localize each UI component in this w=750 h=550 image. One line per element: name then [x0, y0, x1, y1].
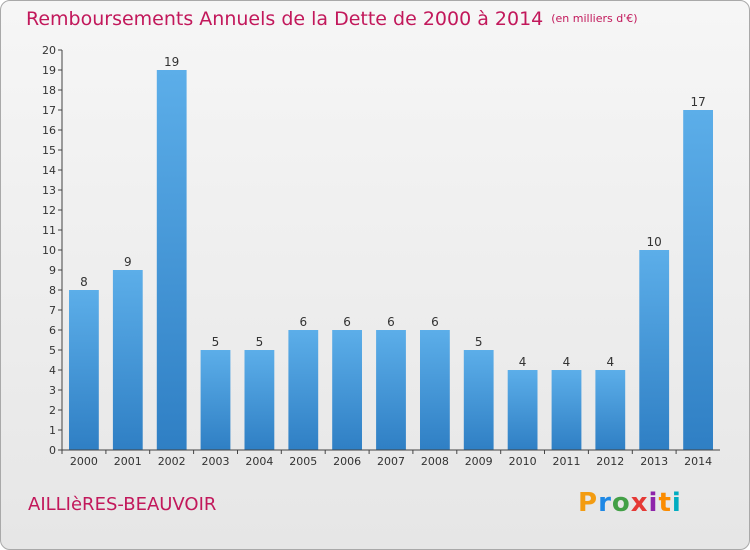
- logo-letter: P: [578, 488, 599, 518]
- x-axis: 2000 2001 2002 2003 2004 2005 2006 2007 2008 2009…: [61, 449, 720, 468]
- x-tick-label: 2013: [640, 455, 668, 468]
- y-tick-label: 20: [42, 44, 56, 57]
- x-tick-label: 2003: [202, 455, 230, 468]
- proxiti-logo: Proxiti: [578, 488, 682, 518]
- chart-unit: (en milliers d'€): [551, 12, 638, 25]
- bar-value-label: 4: [606, 355, 614, 369]
- y-tick-label: 13: [42, 184, 56, 197]
- bar: [69, 290, 99, 450]
- bar-value-label: 4: [563, 355, 571, 369]
- y-tick-label: 2: [49, 404, 56, 417]
- x-tick-label: 2009: [465, 455, 493, 468]
- y-tick-label: 8: [49, 284, 56, 297]
- logo-letter: x: [630, 488, 649, 518]
- x-tick-label: 2005: [289, 455, 317, 468]
- x-tick-label: 2014: [684, 455, 712, 468]
- bar-value-label: 9: [124, 255, 132, 269]
- y-tick-label: 1: [49, 424, 56, 437]
- x-tick-label: 2012: [596, 455, 624, 468]
- y-tick-label: 17: [42, 104, 56, 117]
- x-tick-label: 2011: [553, 455, 581, 468]
- y-tick-label: 19: [42, 64, 56, 77]
- bar-value-label: 5: [212, 335, 220, 349]
- y-tick-label: 10: [42, 244, 56, 257]
- y-tick-label: 6: [49, 324, 56, 337]
- bar-value-label: 6: [387, 315, 395, 329]
- bar: [244, 350, 275, 450]
- bar: [332, 330, 362, 450]
- bar: [288, 330, 319, 450]
- bars: 8 9 19 5 5 6 6 6 6 5 4 4 4 10 17: [69, 55, 713, 450]
- bar: [463, 350, 494, 450]
- bar: [595, 370, 626, 450]
- y-tick-label: 11: [42, 224, 56, 237]
- x-tick-label: 2010: [509, 455, 537, 468]
- x-tick-label: 2000: [70, 455, 98, 468]
- bar-value-label: 6: [343, 315, 351, 329]
- commune-name: AILLIèRES-BEAUVOIR: [28, 494, 217, 515]
- y-tick-label: 18: [42, 84, 56, 97]
- y-tick-label: 5: [49, 344, 56, 357]
- bar-value-label: 10: [647, 235, 662, 249]
- y-tick-label: 3: [49, 384, 56, 397]
- bar: [507, 370, 538, 450]
- y-tick-label: 0: [49, 444, 56, 457]
- bar: [200, 350, 231, 450]
- y-tick-label: 15: [42, 144, 56, 157]
- x-tick-label: 2008: [421, 455, 449, 468]
- y-tick-label: 14: [42, 164, 56, 177]
- bar: [156, 70, 187, 450]
- bar-value-label: 6: [431, 315, 439, 329]
- bar-value-label: 8: [80, 275, 88, 289]
- bar-value-label: 17: [690, 95, 705, 109]
- bar: [420, 330, 450, 450]
- x-tick-label: 2006: [333, 455, 361, 468]
- y-tick-label: 12: [42, 204, 56, 217]
- bar: [376, 330, 406, 450]
- bar-value-label: 5: [475, 335, 483, 349]
- y-tick-label: 7: [49, 304, 56, 317]
- bar: [683, 110, 713, 450]
- bar-value-label: 5: [256, 335, 264, 349]
- x-tick-label: 2002: [158, 455, 186, 468]
- y-tick-label: 9: [49, 264, 56, 277]
- bar: [639, 250, 670, 450]
- logo-letter: o: [611, 488, 631, 518]
- x-tick-label: 2001: [114, 455, 142, 468]
- logo-letter: t: [658, 488, 672, 518]
- bar-value-label: 6: [299, 315, 307, 329]
- bar-value-label: 19: [164, 55, 179, 69]
- y-tick-label: 4: [49, 364, 56, 377]
- x-tick-label: 2004: [245, 455, 273, 468]
- chart-title-text: Remboursements Annuels de la Dette de 20…: [26, 8, 544, 30]
- bar-value-label: 4: [519, 355, 527, 369]
- bar: [551, 370, 582, 450]
- chart-title: Remboursements Annuels de la Dette de 20…: [26, 8, 638, 30]
- bar: [112, 270, 143, 450]
- x-tick-label: 2007: [377, 455, 405, 468]
- y-tick-label: 16: [42, 124, 56, 137]
- logo-letter: r: [598, 488, 612, 518]
- logo-letter: i: [648, 488, 659, 518]
- logo-letter: i: [671, 488, 682, 518]
